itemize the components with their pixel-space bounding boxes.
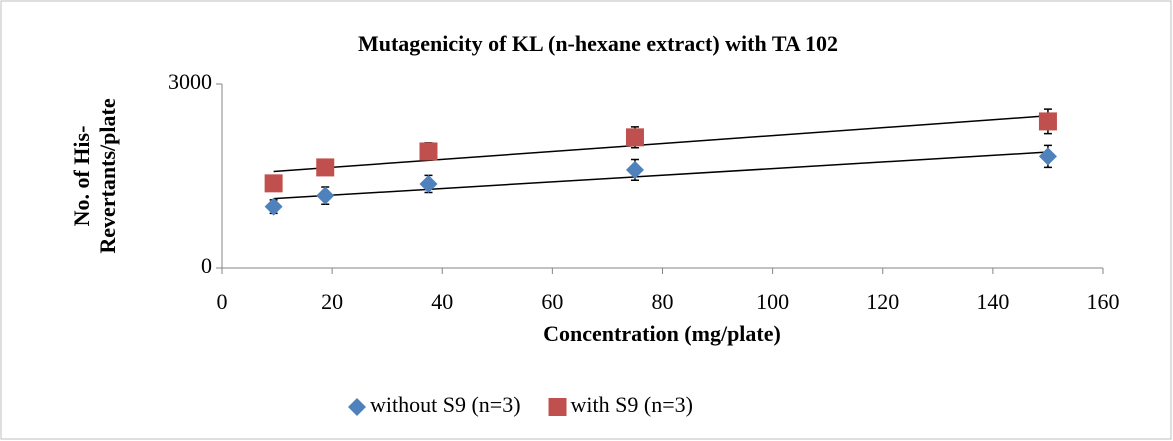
legend-item: without S9 (n=3) [348,392,521,417]
legend-label: without S9 (n=3) [370,392,521,417]
x-tick-label: 20 [321,289,343,314]
legend-item: with S9 (n=3) [548,392,693,417]
x-tick-label: 40 [431,289,453,314]
point [625,128,644,147]
point [419,142,438,161]
x-tick-label: 80 [652,289,674,314]
point [264,174,283,193]
x-tick-label: 60 [541,289,563,314]
point [1038,147,1057,166]
y-axis-label-line: No. of His- [69,126,94,227]
legend-marker [348,398,366,416]
x-axis-label: Concentration (mg/plate) [543,321,781,346]
y-tick-label: 0 [201,253,212,278]
legend-marker [548,398,567,416]
x-tick-label: 100 [756,289,789,314]
x-tick-label: 140 [976,289,1009,314]
point [316,186,335,205]
x-tick-label: 160 [1087,289,1120,314]
chart-title: Mutagenicity of KL (n-hexane extract) wi… [358,31,838,56]
y-axis-label-line: Revertants/plate [95,98,120,253]
y-axis-label: No. of His- Revertants/plate [69,98,120,253]
legend-label: with S9 (n=3) [571,392,693,417]
x-tick-label: 120 [866,289,899,314]
point [419,174,438,193]
x-tick-label: 0 [217,289,228,314]
trendline [273,151,1048,200]
point [625,160,644,179]
point [316,158,335,177]
point [264,197,283,216]
point [1038,112,1057,131]
trendline [273,115,1048,173]
y-tick-label: 3000 [168,69,212,94]
